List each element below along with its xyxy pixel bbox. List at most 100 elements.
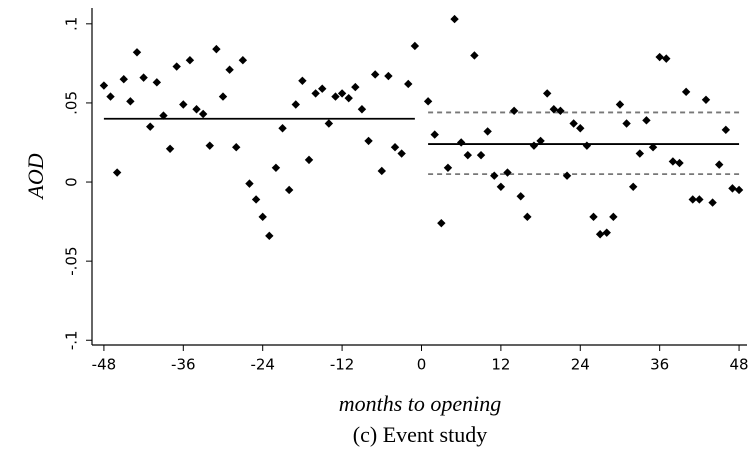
point [311,89,320,98]
point [139,73,148,82]
point [490,171,499,180]
caption: (c) Event study [353,422,487,447]
point [582,141,592,150]
point [212,44,221,54]
point [648,143,658,152]
point [503,168,512,177]
point [437,218,446,228]
x-tick-label: 24 [571,356,590,374]
point [655,52,664,62]
point [337,89,347,98]
point [456,138,466,147]
point [423,97,433,106]
point [397,149,406,158]
point [172,62,181,71]
point [569,119,578,128]
x-tick-label: 0 [417,356,427,374]
point [185,56,195,65]
point [470,51,479,60]
point [622,119,631,128]
x-tick-label: 12 [491,356,510,374]
point [635,149,645,158]
point [430,130,439,139]
point [681,87,691,97]
point [708,198,717,207]
y-tick-label: -.05 [63,247,81,276]
point [721,125,731,135]
point [609,212,618,222]
point [146,122,155,131]
point [225,65,234,74]
point [238,56,248,65]
point [483,127,492,136]
point [205,141,214,150]
point [443,163,453,172]
point [529,141,539,150]
x-axis-label: months to opening [339,391,502,416]
y-tick-label: 0 [63,177,81,187]
point [450,14,459,24]
point [556,106,565,116]
point [701,95,711,104]
x-tick-label: -12 [330,356,355,374]
y-tick-label: -.1 [63,330,81,350]
point [728,184,737,193]
point [179,100,188,109]
point [278,124,287,133]
point [576,124,585,133]
point [695,195,704,204]
point [549,105,559,114]
point [642,116,651,125]
point [152,78,162,87]
point [192,105,201,114]
point [668,157,678,166]
point [688,195,697,204]
point [99,81,109,90]
point [284,185,294,195]
y-axis-label: AOD [23,153,48,200]
point [662,54,671,63]
point [536,136,545,146]
point [542,89,552,98]
point [106,92,115,101]
point [589,212,598,222]
point [318,84,327,93]
point [476,150,486,160]
point [357,105,367,114]
point [112,168,122,177]
point [271,163,281,172]
point [245,179,254,188]
point [344,93,353,103]
point [159,111,168,120]
point [734,185,744,195]
point [602,228,611,237]
point [629,182,638,191]
point [331,92,340,101]
x-tick-label: 48 [730,356,749,374]
point [463,150,472,160]
point [615,100,625,109]
x-tick-label: -48 [92,356,117,374]
point [265,231,274,241]
point [251,195,261,204]
y-tick-label: .1 [63,17,81,31]
point [715,160,724,169]
point [304,155,314,165]
point [198,109,208,119]
point [126,97,135,106]
point [377,166,386,176]
point [595,230,605,239]
point [232,143,241,152]
point [523,212,532,222]
x-tick-label: -36 [171,356,196,374]
point [165,144,175,154]
point [410,41,420,51]
point [119,74,128,84]
point [132,48,142,57]
x-tick-label: -24 [250,356,275,374]
point [390,143,400,152]
point [675,158,684,168]
point [364,136,373,146]
point [509,106,519,116]
